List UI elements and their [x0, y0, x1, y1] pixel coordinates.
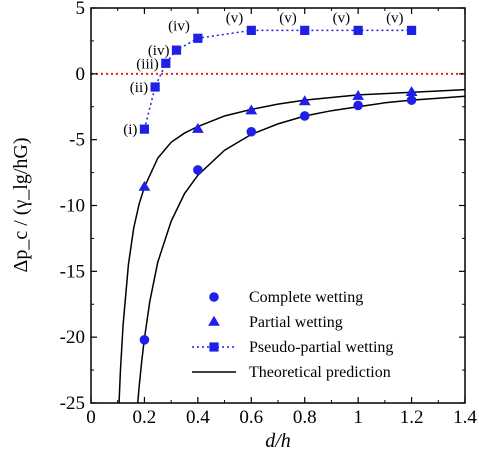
x-tick-label: 0.6 [239, 407, 263, 428]
complete-wetting-point [353, 100, 363, 111]
x-tick-label: 0.4 [186, 407, 210, 428]
pseudo-partial-point [300, 25, 310, 35]
pseudo-partial-point [139, 124, 150, 134]
complete-wetting-point [246, 126, 257, 137]
x-tick-label: 1 [353, 407, 363, 428]
theory-curve-2 [137, 95, 465, 403]
x-tick-label: 1.4 [453, 407, 477, 428]
legend-label: Theoretical prediction [249, 364, 391, 381]
pseudo-partial-line [143, 29, 412, 130]
y-tick-label: -5 [69, 130, 85, 151]
point-label: (ii) [130, 80, 148, 96]
y-tick-label: -10 [60, 196, 85, 217]
point-annotations: (i)(ii)(iii)(iv)(iv) (v) (v) (v) (v) [123, 10, 403, 138]
legend-marker-square [209, 342, 219, 352]
point-label: (v) [386, 10, 404, 26]
pseudo-partial-point [150, 82, 160, 92]
pseudo-partial-point [193, 33, 203, 43]
pseudo-partial-point [353, 25, 363, 35]
x-tick-label: 1.2 [400, 407, 424, 428]
legend: Complete wetting Partial wetting Pseudo-pa… [192, 289, 393, 381]
partial-wetting-point [245, 104, 258, 115]
pseudo-partial-point [161, 58, 171, 68]
pseudo-partial-point [246, 25, 256, 35]
y-tick-label: -25 [60, 393, 85, 414]
point-label: (v) [226, 10, 244, 26]
legend-marker-triangle [208, 315, 220, 326]
y-tick-label: 0 [76, 64, 86, 85]
point-label: (iv) [168, 18, 190, 34]
partial-wetting-point [405, 86, 418, 96]
y-axis-label: Δp_c / (γ_lg/hG) [10, 137, 32, 272]
partial-wetting-point [138, 180, 151, 191]
partial-wetting-point [298, 95, 311, 106]
legend-label: Complete wetting [249, 289, 363, 306]
point-label: (iv) [148, 43, 170, 59]
partial-wetting-point [191, 122, 204, 133]
point-label: (v) [279, 10, 297, 26]
legend-label: Pseudo-partial wetting [249, 339, 393, 356]
y-tick-label: -15 [60, 261, 85, 282]
axis-ticks: 0 0.2 0.4 0.6 0.8 1 1.2 1.4 -25 -20 -15 -10 -5 0 5 [60, 0, 478, 428]
pseudo-partial-point [171, 45, 182, 55]
complete-wetting-point [299, 111, 310, 121]
x-tick-label: 0 [86, 407, 96, 428]
legend-marker-circle [209, 292, 219, 302]
complete-wetting-point [406, 95, 417, 105]
plot-content [91, 25, 465, 403]
point-label: (iii) [136, 56, 159, 72]
y-tick-label: -20 [60, 327, 85, 348]
legend-label: Partial wetting [249, 314, 343, 331]
partial-wetting-point [352, 90, 365, 100]
complete-wetting-point [193, 165, 203, 175]
point-label: (i) [123, 122, 137, 138]
complete-wetting-point [139, 335, 150, 345]
y-tick-label: 5 [76, 0, 86, 19]
pseudo-partial-point [406, 25, 417, 35]
point-label: (v) [333, 10, 351, 26]
x-axis-label: d/h [265, 430, 291, 452]
x-tick-label: 0.8 [293, 407, 317, 428]
x-tick-label: 0.2 [133, 407, 157, 428]
